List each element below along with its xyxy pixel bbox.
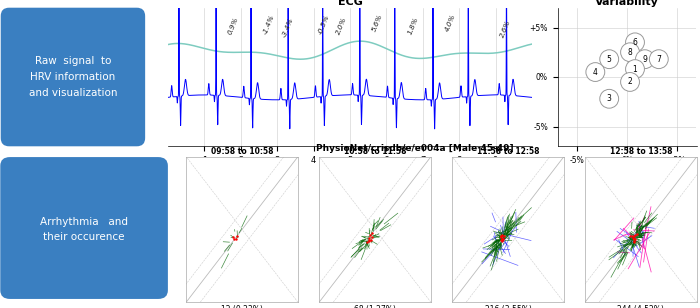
Text: 0.9%: 0.9% [228, 16, 240, 35]
Text: Arrhythmia   and
their occurence: Arrhythmia and their occurence [40, 217, 128, 242]
Circle shape [626, 60, 645, 79]
Title: 09:58 to 10:58: 09:58 to 10:58 [211, 147, 273, 156]
Point [366, 231, 377, 236]
Point [230, 236, 241, 241]
Point [495, 234, 506, 239]
Point [227, 234, 238, 239]
Circle shape [621, 43, 640, 62]
Text: 3: 3 [607, 94, 612, 103]
Point [366, 235, 377, 240]
Point [498, 234, 509, 239]
Text: 2.6%: 2.6% [499, 19, 512, 39]
Text: 2: 2 [628, 77, 632, 87]
Title: Variability: Variability [595, 0, 659, 7]
Circle shape [621, 73, 640, 91]
Title: ECG: ECG [337, 0, 363, 7]
Text: 1.8%: 1.8% [407, 16, 420, 35]
Point [363, 238, 374, 243]
Point [497, 238, 508, 243]
Circle shape [586, 63, 605, 81]
X-axis label: 68 (1.27%): 68 (1.27%) [354, 305, 396, 308]
X-axis label: 244 (4.52%): 244 (4.52%) [617, 305, 664, 308]
Text: 2.0%: 2.0% [335, 16, 347, 35]
Text: 4: 4 [593, 67, 598, 77]
Point [629, 238, 640, 243]
Text: 7: 7 [657, 55, 661, 64]
Point [362, 240, 373, 245]
Point [496, 235, 507, 240]
Point [626, 234, 638, 239]
Point [365, 233, 376, 238]
Point [629, 233, 641, 237]
Text: PhysioNet/crisdb/e/e004a [Male 45-49]: PhysioNet/crisdb/e/e004a [Male 45-49] [316, 144, 514, 153]
Point [496, 237, 507, 242]
Text: 1: 1 [633, 65, 638, 74]
Point [628, 236, 639, 241]
Point [631, 232, 643, 237]
Text: -1.4%: -1.4% [262, 14, 276, 35]
Text: 9: 9 [643, 55, 648, 64]
Circle shape [600, 89, 619, 108]
Circle shape [626, 33, 645, 52]
Point [364, 235, 375, 240]
Point [228, 237, 239, 242]
Point [232, 233, 243, 238]
Point [624, 233, 636, 238]
Point [495, 234, 506, 239]
Circle shape [650, 50, 668, 69]
Point [363, 238, 374, 243]
Point [365, 237, 377, 242]
Circle shape [636, 50, 654, 69]
Text: 5.6%: 5.6% [371, 13, 384, 32]
Point [497, 236, 508, 241]
Point [628, 239, 639, 244]
Text: 5: 5 [607, 55, 612, 64]
X-axis label: Time [s]: Time [s] [330, 168, 370, 178]
Text: 4.0%: 4.0% [444, 13, 456, 32]
FancyBboxPatch shape [1, 8, 145, 146]
X-axis label: 216 (3.55%): 216 (3.55%) [484, 305, 531, 308]
Text: Raw  signal  to
HRV information
and visualization: Raw signal to HRV information and visual… [29, 56, 117, 98]
Point [629, 236, 640, 241]
Text: 8: 8 [628, 48, 632, 57]
Point [629, 236, 641, 241]
X-axis label: 12 (0.23%): 12 (0.23%) [221, 305, 263, 308]
Text: -3.4%: -3.4% [281, 17, 294, 39]
Point [496, 237, 507, 242]
Title: 12:58 to 13:58: 12:58 to 13:58 [610, 147, 672, 156]
Text: -0.5%: -0.5% [316, 14, 330, 35]
Title: 10:58 to 11:58: 10:58 to 11:58 [344, 147, 406, 156]
Title: 11:58 to 12:58: 11:58 to 12:58 [477, 147, 539, 156]
Point [497, 236, 508, 241]
Point [629, 233, 640, 238]
FancyBboxPatch shape [0, 157, 168, 299]
Point [497, 232, 508, 237]
Circle shape [600, 50, 619, 69]
Text: 6: 6 [633, 38, 638, 47]
